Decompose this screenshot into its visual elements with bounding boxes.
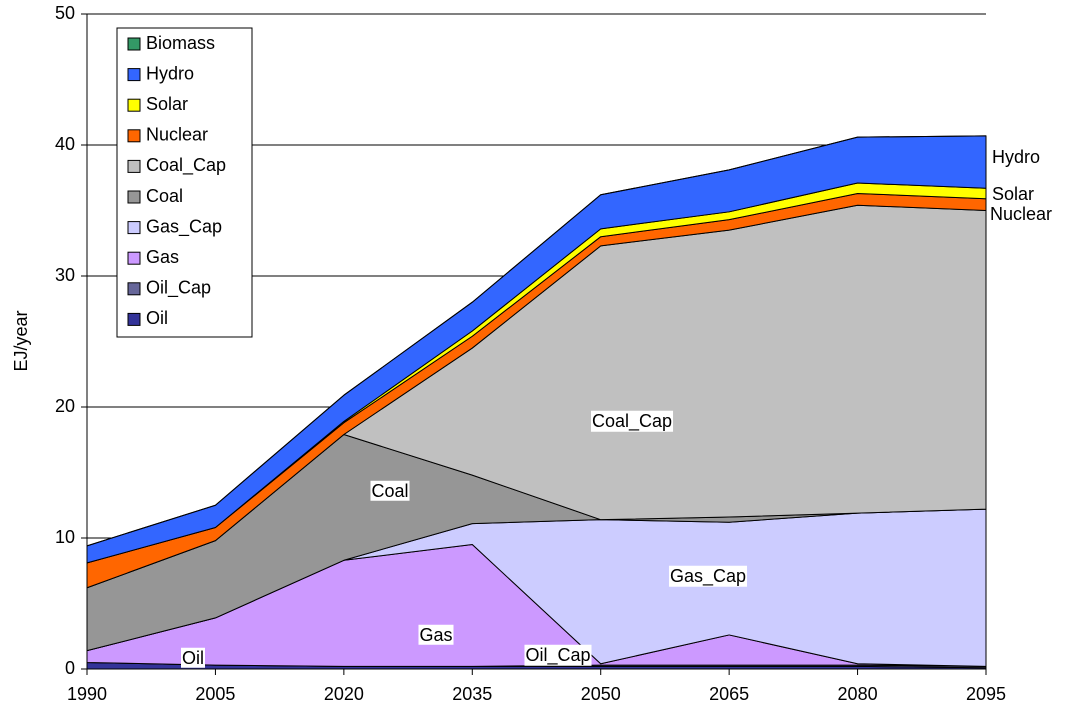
annotation-bg <box>590 410 674 432</box>
y-tick-label: 30 <box>55 265 75 285</box>
annotation-text: Nuclear <box>990 204 1052 224</box>
legend-label: Gas_Cap <box>146 216 222 237</box>
legend-swatch <box>127 68 141 82</box>
legend-swatch <box>127 190 141 204</box>
legend-swatch <box>127 37 141 51</box>
annotation-bg <box>370 480 410 501</box>
annotation-text: Oil_Cap <box>525 645 590 666</box>
y-tick-label: 10 <box>55 527 75 547</box>
area <box>86 135 987 547</box>
legend-swatch <box>127 159 141 173</box>
legend-label: Coal <box>146 186 183 206</box>
annotation-text: Hydro <box>992 147 1040 167</box>
annotation: Oil <box>181 647 205 668</box>
legend-label: Hydro <box>146 63 194 83</box>
legend-label: Gas <box>146 247 179 267</box>
y-tick-label: 40 <box>55 134 75 154</box>
x-tick-label: 2035 <box>452 684 492 704</box>
annotation-bg <box>668 565 748 587</box>
annotation-bg <box>181 647 205 668</box>
annotation-text: Solar <box>992 184 1034 204</box>
legend-label: Solar <box>146 94 188 114</box>
legend-swatch <box>127 282 141 296</box>
annotation-text: Coal <box>371 481 408 501</box>
annotation: Solar <box>992 184 1034 204</box>
legend-label: Oil <box>146 308 168 328</box>
annotation-bg <box>524 644 592 666</box>
annotation: Oil_Cap <box>524 644 592 666</box>
x-tick-label: 2065 <box>709 684 749 704</box>
legend-label: Oil_Cap <box>146 278 211 299</box>
annotation: Nuclear <box>990 204 1052 224</box>
y-tick-label: 50 <box>55 3 75 23</box>
x-tick-label: 1990 <box>67 684 107 704</box>
x-tick-label: 2005 <box>195 684 235 704</box>
annotation: Hydro <box>992 147 1040 167</box>
x-tick-label: 2095 <box>966 684 1006 704</box>
x-tick-label: 2080 <box>838 684 878 704</box>
x-tick-label: 2020 <box>324 684 364 704</box>
annotation: Gas_Cap <box>668 565 748 587</box>
legend-label: Biomass <box>146 33 215 53</box>
x-tick-label: 2050 <box>581 684 621 704</box>
legend-swatch <box>127 251 141 265</box>
annotation-text: Gas_Cap <box>670 566 746 587</box>
legend-label: Nuclear <box>146 125 208 145</box>
legend-swatch <box>127 98 141 112</box>
legend-swatch <box>127 312 141 326</box>
y-tick-label: 0 <box>65 658 75 678</box>
annotation-text: Coal_Cap <box>592 411 672 432</box>
annotation: Coal <box>370 480 410 501</box>
y-tick-label: 20 <box>55 396 75 416</box>
annotation: Gas <box>418 624 454 645</box>
annotation-text: Oil <box>182 648 204 668</box>
legend-swatch <box>127 129 141 143</box>
legend-swatch <box>127 221 141 235</box>
legend-label: Coal_Cap <box>146 155 226 176</box>
annotation-bg <box>418 624 454 645</box>
annotation-text: Gas <box>419 625 452 645</box>
y-axis-label: EJ/year <box>11 310 31 371</box>
annotation: Coal_Cap <box>590 410 674 432</box>
